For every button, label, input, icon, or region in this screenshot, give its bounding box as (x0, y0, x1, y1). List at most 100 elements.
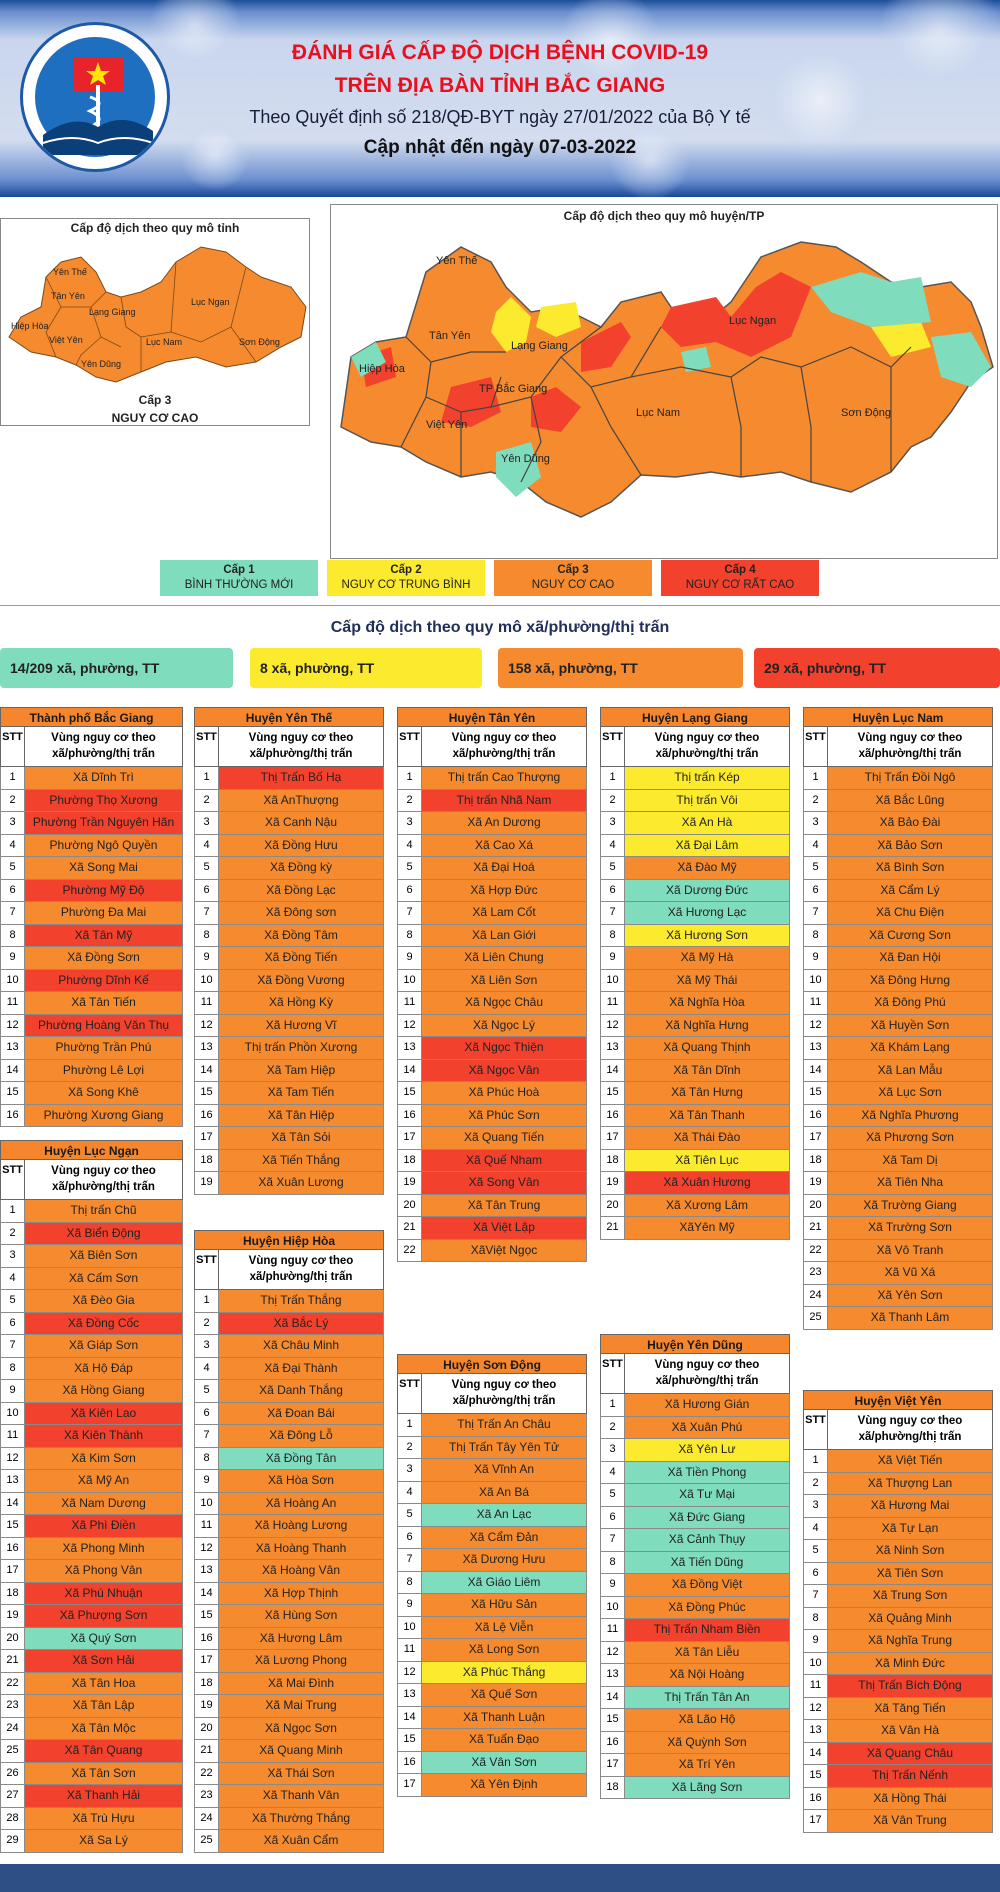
table-row: 2 Xã Thượng Lan (803, 1472, 993, 1495)
table-row: 2 Xã Biển Động (0, 1222, 183, 1245)
table-row: 8 Xã Đồng Tân (194, 1447, 384, 1470)
commune-name: Xã Đồng Việt (625, 1574, 789, 1596)
table-row: 5 Xã Ninh Sơn (803, 1540, 993, 1563)
commune-name: Xã An Dương (422, 812, 586, 834)
logo-emblem-icon (42, 57, 154, 155)
table-row: 21 Xã Quang Minh (194, 1740, 384, 1763)
row-stt: 17 (601, 1754, 625, 1776)
table-row: 10 Xã Hoàng An (194, 1492, 384, 1515)
commune-name: Xã Thái Đào (625, 1127, 789, 1149)
table-row: 7 Xã Cảnh Thụy (600, 1529, 790, 1552)
commune-name: Xã Xuân Hương (625, 1172, 789, 1194)
table-row: 13 Xã Khám Lạng (803, 1037, 993, 1060)
row-stt: 18 (195, 1672, 219, 1694)
district-table-son-dong: Huyện Sơn Động STT Vùng nguy cơ theo xã/ph… (397, 1354, 587, 1797)
commune-name: Xã Đại Lâm (625, 834, 789, 856)
table-row: 6 Xã Cẩm Lý (803, 879, 993, 902)
commune-name: Xã Phúc Hoà (422, 1082, 586, 1104)
row-stt: 18 (195, 1149, 219, 1171)
commune-name: Xã Hòa Sơn (219, 1470, 383, 1492)
row-stt: 7 (1, 1335, 25, 1357)
table-row: 10 Xã Đông Hưng (803, 969, 993, 992)
table-row: 17 Xã Yên Định (397, 1774, 587, 1797)
commune-name: Xã Tăng Tiến (828, 1697, 992, 1719)
table-row: 14 Thị Trấn Tân An (600, 1686, 790, 1709)
table-row: 9 Xã Nghĩa Trung (803, 1630, 993, 1653)
commune-name: Xã Tân Hưng (625, 1082, 789, 1104)
table-row: 24 Xã Yên Sơn (803, 1284, 993, 1307)
table-row: 18 Xã Mai Đình (194, 1672, 384, 1695)
row-stt: 2 (601, 1416, 625, 1438)
table-row: 8 Xã Hộ Đáp (0, 1357, 183, 1380)
commune-name: Xã Ngọc Sơn (219, 1717, 383, 1739)
district-name: Huyện Sơn Động (397, 1354, 587, 1374)
row-stt: 22 (398, 1239, 422, 1261)
commune-name: Xã Đào Mỹ (625, 857, 789, 879)
row-stt: 7 (601, 902, 625, 924)
commune-name: Xã Trường Giang (828, 1194, 992, 1216)
virus-decoration (560, 0, 660, 90)
commune-name: Thị Trấn Bố Hạ (219, 767, 383, 789)
commune-name: Xã Quang Minh (219, 1740, 383, 1762)
commune-name: Xã Tân Thanh (625, 1104, 789, 1126)
row-stt: 1 (804, 1450, 828, 1472)
row-stt: 11 (1, 1425, 25, 1447)
row-stt: 9 (1, 947, 25, 969)
commune-name: Xã Phương Sơn (828, 1127, 992, 1149)
row-stt: 3 (195, 1335, 219, 1357)
table-row: 6 Xã Đức Giang (600, 1506, 790, 1529)
commune-name: Xã Song Mai (25, 857, 182, 879)
table-row: 12 Xã Huyền Sơn (803, 1014, 993, 1037)
commune-name: Xã Quang Tiến (422, 1127, 586, 1149)
row-stt: 8 (1, 924, 25, 946)
table-row: 15 Xã Tân Hưng (600, 1082, 790, 1105)
commune-name: Xã Tiên Lục (625, 1149, 789, 1171)
commune-name: Xã Sơn Hải (25, 1650, 182, 1672)
district-map-label: Sơn Động (841, 407, 892, 419)
commune-name: Xã Ngọc Thiện (422, 1037, 586, 1059)
commune-name: Xã Tam Tiến (219, 1082, 383, 1104)
header-banner: ĐÁNH GIÁ CẤP ĐỘ DỊCH BỆNH COVID-19 TRÊN … (0, 0, 1000, 197)
row-stt: 16 (601, 1104, 625, 1126)
row-stt: 5 (601, 857, 625, 879)
commune-name: Xã Hộ Đáp (25, 1357, 182, 1379)
row-stt: 28 (1, 1807, 25, 1829)
province-map-label: Yên Thế (53, 267, 87, 277)
row-stt: 3 (398, 812, 422, 834)
table-row: 11 Xã Kiên Thành (0, 1425, 183, 1448)
commune-name: Xã Long Sơn (422, 1639, 586, 1661)
update-date: Cập nhật đến ngày 07-03-2022 (363, 137, 637, 158)
district-table-hiep-hoa: Huyện Hiệp Hòa STT Vùng nguy cơ theo xã/ph… (194, 1230, 384, 1853)
commune-name: Xã Phượng Sơn (25, 1605, 182, 1627)
table-row: 17 Xã Lương Phong (194, 1650, 384, 1673)
commune-name: Xã Bắc Lũng (828, 789, 992, 811)
commune-name: Xã Phúc Sơn (422, 1104, 586, 1126)
table-row: 26 Xã Tân Sơn (0, 1762, 183, 1785)
summary-level-4: 29 xã, phường, TT (754, 648, 1000, 688)
row-stt: 6 (601, 1506, 625, 1528)
commune-name: Xã Ngọc Lý (422, 1014, 586, 1036)
commune-name: Xã Quảng Minh (828, 1607, 992, 1629)
table-row: 25 Xã Tân Quang (0, 1740, 183, 1763)
commune-name: Thị trấn Kép (625, 767, 789, 789)
commune-name: Xã Việt Tiến (828, 1450, 992, 1472)
table-row: 19 Xã Xuân Hương (600, 1172, 790, 1195)
row-stt: 6 (601, 879, 625, 901)
row-stt: 20 (804, 1194, 828, 1216)
district-map-label: Lạng Giang (511, 340, 568, 352)
table-row: 6 Xã Tiên Sơn (803, 1562, 993, 1585)
table-row: 4 Xã An Bá (397, 1481, 587, 1504)
table-row: 14 Xã Ngọc Vân (397, 1059, 587, 1082)
commune-name: Xã Tân Trung (422, 1194, 586, 1216)
table-row: 21 Xã Trường Sơn (803, 1217, 993, 1240)
table-row: 8 Xã Cương Sơn (803, 924, 993, 947)
page-title-line-1: ĐÁNH GIÁ CẤP ĐỘ DỊCH BỆNH COVID-19 (291, 41, 709, 64)
table-row: 14 Xã Nam Dương (0, 1492, 183, 1515)
district-name: Huyện Yên Dũng (600, 1334, 790, 1354)
district-table-tp-bac-giang: Thành phố Bắc Giang STT Vùng nguy cơ theo … (0, 707, 183, 1127)
row-stt: 16 (804, 1787, 828, 1809)
table-row: 7 Xã Trung Sơn (803, 1585, 993, 1608)
row-stt: 2 (195, 1312, 219, 1334)
commune-name: Xã Phú Nhuận (25, 1582, 182, 1604)
row-stt: 4 (398, 834, 422, 856)
